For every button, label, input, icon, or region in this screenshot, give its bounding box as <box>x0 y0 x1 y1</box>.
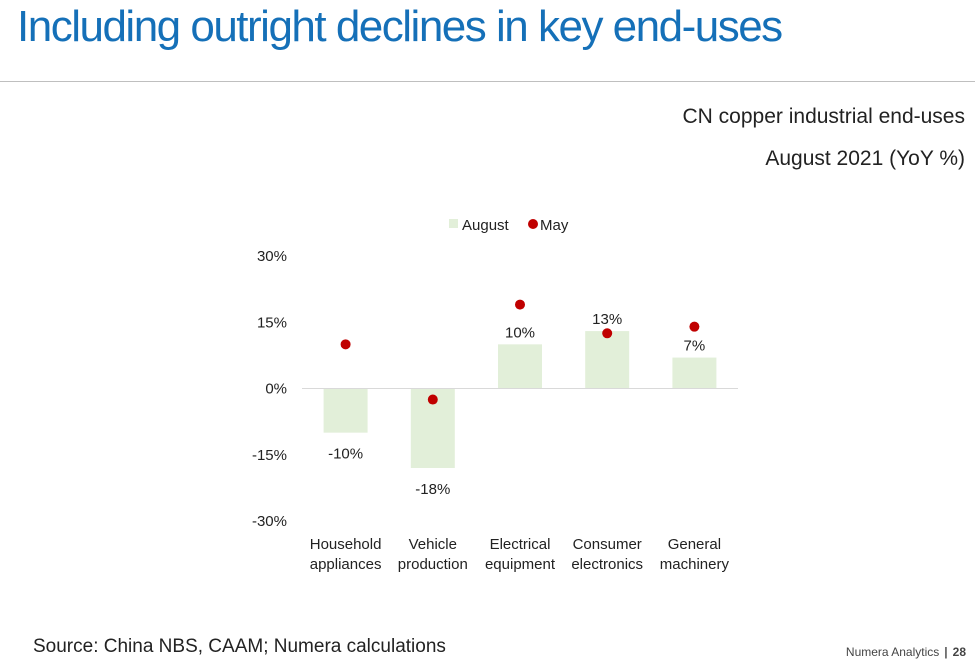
x-category-label: machinery <box>660 556 730 573</box>
slide-footer: Numera Analytics | 28 <box>846 645 966 659</box>
x-category-label: Vehicle <box>409 536 457 553</box>
chart-heading-line1: CN copper industrial end-uses <box>682 105 965 128</box>
y-tick-label: 15% <box>257 314 287 331</box>
may-dot <box>689 321 700 332</box>
bar-august <box>672 357 717 389</box>
y-tick-label: -15% <box>252 447 287 464</box>
title-divider <box>0 81 975 82</box>
x-category-label: Consumer <box>573 536 642 553</box>
footer-brand: Numera Analytics <box>845 645 940 659</box>
legend-swatch-august <box>449 219 458 228</box>
bar-data-label: 13% <box>592 311 622 328</box>
y-tick-label: -30% <box>252 513 287 530</box>
page-title: Including outright declines in key end-u… <box>17 2 783 51</box>
bar-data-label: 10% <box>505 324 535 341</box>
may-dot <box>602 328 613 339</box>
legend-swatch-may <box>528 219 538 229</box>
y-tick-label: 30% <box>257 248 287 265</box>
source-note: Source: China NBS, CAAM; Numera calculat… <box>33 636 446 657</box>
legend-label-may: May <box>540 217 569 234</box>
x-category-label: electronics <box>571 556 643 573</box>
y-tick-label: 0% <box>265 381 287 398</box>
may-dot <box>427 394 438 405</box>
chart-heading-line2: August 2021 (YoY %) <box>765 147 965 170</box>
bar-data-label: 7% <box>684 338 706 355</box>
bar-august <box>498 344 542 389</box>
x-category-label: appliances <box>310 556 382 573</box>
x-category-label: General <box>668 536 721 553</box>
x-category-label: Household <box>310 536 382 553</box>
legend-label-august: August <box>462 217 510 234</box>
x-category-label: production <box>398 556 468 573</box>
bar-august <box>585 331 630 389</box>
bar-data-label: -10% <box>328 446 363 463</box>
bar-august <box>323 388 368 433</box>
may-dot <box>515 299 525 310</box>
may-dot <box>340 339 351 350</box>
x-category-label: Electrical <box>490 536 551 553</box>
x-category-label: equipment <box>485 556 556 573</box>
footer-separator: | <box>944 645 948 659</box>
page-number: 28 <box>952 645 966 659</box>
bar-data-label: -18% <box>415 481 450 498</box>
